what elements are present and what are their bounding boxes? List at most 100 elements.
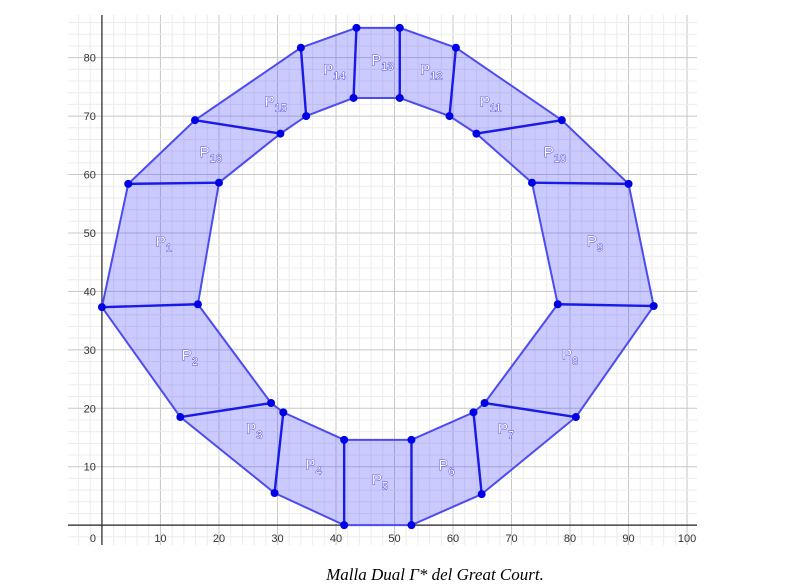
vertex-point: [270, 488, 279, 497]
inner-edge: [279, 115, 307, 135]
polygon-label: P6: [439, 457, 455, 478]
polygon-label: P14: [323, 61, 345, 82]
radial-edge: [484, 401, 577, 419]
vertex-point: [395, 23, 404, 32]
x-tick-label: 90: [622, 533, 634, 545]
x-tick-label: 30: [271, 533, 283, 545]
radial-edge: [101, 303, 198, 309]
y-tick-label: 80: [84, 53, 96, 65]
label-base: P: [306, 457, 316, 474]
label-subscript: 15: [275, 102, 287, 114]
x-tick-label: 70: [505, 533, 517, 545]
inner-edge: [218, 132, 282, 184]
outer-edge: [455, 46, 563, 122]
label-base: P: [587, 233, 597, 250]
vertex-point: [472, 129, 481, 138]
label-base: P: [323, 61, 333, 78]
radial-edge: [472, 412, 483, 495]
inner-edge: [411, 411, 474, 441]
vertex-point: [527, 178, 536, 187]
outer-edge: [561, 119, 630, 185]
polygon-label: P8: [562, 347, 578, 368]
radial-edge: [273, 412, 285, 494]
inner-edge: [196, 182, 220, 305]
outer-edge: [575, 305, 655, 418]
y-tick-label: 60: [84, 170, 96, 182]
polygon-P11: [449, 47, 562, 134]
polygon-P15: [194, 47, 307, 134]
vertex-point: [214, 178, 223, 187]
vertex-point: [176, 413, 185, 422]
x-tick-label: 80: [564, 533, 576, 545]
polygon-label: P4: [306, 457, 322, 478]
polygon-label: P3: [246, 420, 262, 441]
polygon-P3: [180, 403, 284, 493]
vertex-point: [267, 399, 276, 408]
polygon-label: P15: [265, 93, 287, 114]
label-base: P: [562, 347, 572, 364]
y-tick-label: 20: [84, 403, 96, 415]
inner-edge: [282, 411, 345, 441]
vertex-point: [553, 300, 562, 309]
x-tick-label: 100: [678, 533, 696, 545]
outer-edge: [194, 46, 302, 122]
polygon-P6: [411, 412, 482, 526]
outer-edge: [411, 493, 483, 527]
label-subscript: 12: [430, 70, 442, 82]
vertex-point: [340, 521, 349, 530]
vertex-point: [557, 116, 566, 125]
outer-edge: [399, 26, 457, 49]
label-base: P: [265, 93, 275, 110]
label-subscript: 6: [449, 466, 455, 478]
label-subscript: 13: [381, 61, 393, 73]
label-subscript: 2: [192, 356, 198, 368]
label-subscript: 1: [166, 243, 172, 255]
figure-caption: Malla Dual Γ* del Great Court.: [326, 565, 544, 584]
inner-edge: [483, 303, 559, 404]
polygon-label: P11: [480, 93, 501, 114]
vertex-point: [193, 300, 202, 309]
polygon-P14: [300, 27, 357, 117]
inner-edge: [197, 303, 272, 404]
polygon-P7: [473, 403, 576, 495]
radial-edge: [557, 303, 654, 308]
polygon-label: P12: [420, 61, 442, 82]
inner-edge: [305, 97, 354, 118]
polygon-P12: [399, 27, 456, 117]
vertex-point: [407, 521, 416, 530]
x-tick-label: 40: [330, 533, 342, 545]
inner-edge: [475, 132, 533, 184]
polygon-P16: [128, 120, 281, 184]
vertex-point: [349, 93, 358, 102]
polygon-P5: [344, 439, 412, 526]
vertex-point: [276, 129, 285, 138]
polygon-P4: [274, 412, 345, 526]
vertex-point: [624, 179, 633, 188]
label-subscript: 11: [490, 102, 501, 114]
vertex-point: [407, 435, 416, 444]
y-tick-label: 10: [84, 462, 96, 474]
y-tick-label: 30: [84, 345, 96, 357]
label-base: P: [246, 420, 256, 437]
vertex-point: [340, 435, 349, 444]
polygon-label: P16: [200, 144, 222, 165]
label-base: P: [372, 471, 382, 488]
x-tick-label: 20: [213, 533, 225, 545]
outer-edge: [627, 183, 655, 307]
vertex-point: [649, 302, 658, 311]
outer-edge: [127, 119, 196, 185]
radial-edge: [180, 401, 272, 419]
outer-edge: [274, 492, 345, 527]
radial-edge: [476, 118, 563, 135]
vertex-point: [477, 490, 486, 499]
outer-edge: [101, 306, 182, 418]
radial-edge: [299, 47, 308, 117]
vertex-point: [480, 399, 489, 408]
radial-edge: [352, 27, 358, 99]
polygon-label: P5: [372, 471, 388, 492]
outer-edge: [100, 183, 130, 308]
polygon-label: P10: [544, 144, 566, 165]
label-base: P: [182, 347, 192, 364]
outer-edge: [481, 416, 577, 495]
label-subscript: 9: [597, 242, 603, 254]
